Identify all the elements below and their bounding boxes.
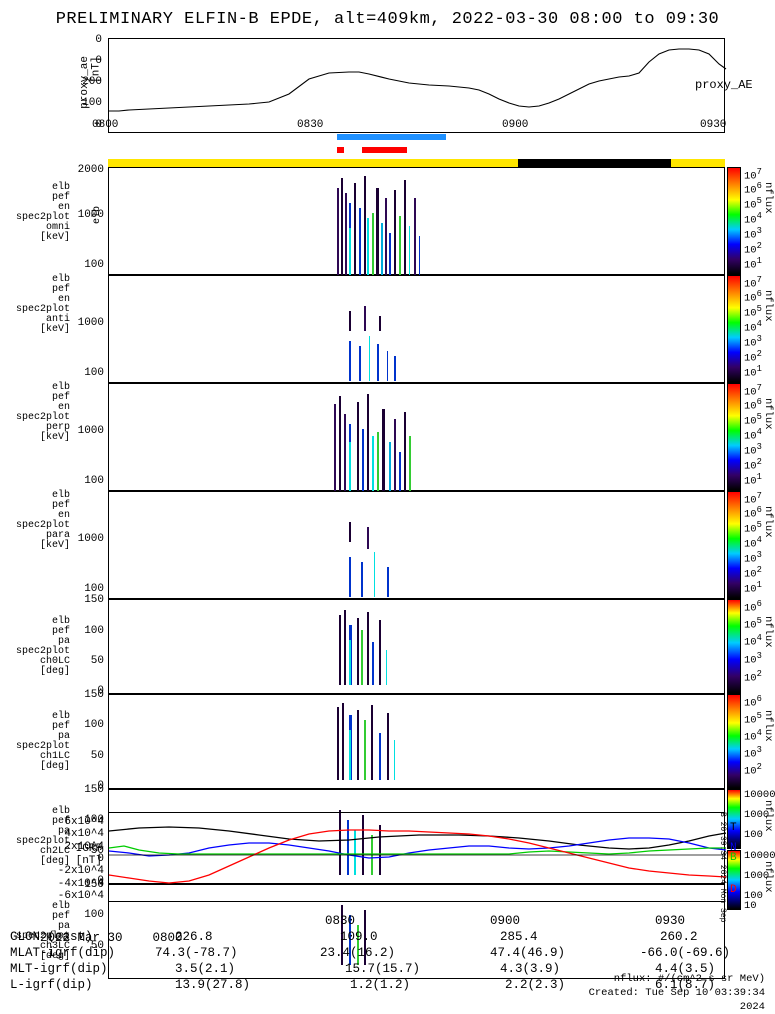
bottom-table-row2-label: MLT-igrf(dip)	[10, 961, 108, 978]
footer-nflux-units: nflux: #/(cm^2 s sr MeV)	[570, 973, 765, 987]
spec-panel-1-ytick-1000: 1000	[62, 317, 104, 329]
igrf-ytick-0: 0	[20, 853, 104, 865]
spec-panel-2-data-svg	[109, 384, 726, 492]
eclipse-bar-yellow-right	[671, 159, 725, 167]
bottom-table-row1-label: MLAT-igrf(dip)	[10, 945, 115, 962]
xtick-0930: 0930	[700, 119, 726, 131]
bottom-table-col1: 0830	[325, 913, 355, 930]
dashes-panel-5	[337, 703, 395, 780]
xtick-0830: 0830	[297, 119, 323, 131]
eclipse-bar-yellow-left	[108, 159, 518, 167]
bottom-table-row1-v0: 74.3(-78.7)	[155, 945, 238, 962]
bottom-table-row1-v3: -66.0(-69.6)	[640, 945, 730, 962]
bottom-table-row3-v1: 1.2(1.2)	[350, 977, 410, 994]
spec-panel-4	[108, 599, 725, 694]
spec-panel-0-ytick-2000: 2000	[62, 164, 104, 176]
proxy-ae-line	[109, 49, 726, 111]
spec-panel-5-ytick-100: 100	[62, 719, 104, 731]
spec-panel-6-ytick-150: 150	[62, 784, 104, 796]
spec-panel-0-ytick-1000: 1000	[62, 209, 104, 221]
elfin-epde-plot: PRELIMINARY ELFIN-B EPDE, alt=409km, 202…	[0, 0, 775, 1000]
igrf-ytick-2e4: 2x10^4	[20, 841, 104, 853]
igrf-ytick-6e4: 6x10^4	[20, 816, 104, 828]
dashes-panel-1	[349, 306, 396, 381]
dashes-panel-2	[334, 394, 411, 492]
colorbar-1	[727, 275, 741, 383]
spec-panel-5-ytick-50: 50	[62, 750, 104, 762]
chart-title: PRELIMINARY ELFIN-B EPDE, alt=409km, 202…	[0, 10, 775, 29]
colorbar-2	[727, 383, 741, 491]
spec-panel-3-data-svg	[109, 492, 726, 600]
time-marker-red-bar-2	[362, 147, 407, 153]
spec-panel-2-ytick-100: 100	[62, 475, 104, 487]
igrf-right-note: B 20:39:34 2024 Mon Sep	[718, 812, 727, 922]
eclipse-bar-black	[518, 159, 671, 167]
spec-panel-1-data-svg	[109, 276, 726, 384]
spec-panel-5-ytick-150: 150	[62, 689, 104, 701]
colorbar-5	[727, 694, 741, 789]
bottom-table-row2-v2: 4.3(3.9)	[500, 961, 560, 978]
igrf-ytick-neg4e4: -4x10^4	[20, 878, 104, 890]
time-marker-blue-bar	[337, 134, 446, 140]
bottom-table-row3-v2: 2.2(2.3)	[505, 977, 565, 994]
xtick-0800: 0800	[92, 119, 118, 131]
proxy-ae-right-label: proxy_AE	[695, 78, 753, 92]
igrf-ytick-neg2e4: -2x10^4	[20, 865, 104, 877]
spec-panel-5	[108, 694, 725, 789]
bottom-table-row2-v1: 15.7(15.7)	[345, 961, 420, 978]
colorbar-0	[727, 167, 741, 275]
spec-panel-4-data-svg	[109, 600, 726, 695]
spec-panel-0-ytick-100: 100	[62, 259, 104, 271]
proxy-ae-panel	[108, 38, 725, 133]
spec-panel-1-ytick-100: 100	[62, 367, 104, 379]
spec-panel-4-ytick-50: 50	[62, 655, 104, 667]
bottom-table-row0-v2: 285.4	[500, 929, 538, 946]
colorbar-3	[727, 491, 741, 599]
spec-panel-3-ytick-1000: 1000	[62, 533, 104, 545]
dashes-panel-0	[337, 176, 420, 276]
bottom-table-col2: 0900	[490, 913, 520, 930]
spec-panel-2-ytick-1000: 1000	[62, 425, 104, 437]
xtick-0900: 0900	[502, 119, 528, 131]
spec-panel-2	[108, 383, 725, 491]
dashes-panel-3	[349, 522, 389, 597]
igrf-label-D: D	[730, 884, 737, 896]
bottom-table-row1-v2: 47.4(46.9)	[490, 945, 565, 962]
bottom-table-row0-v0: 226.8	[175, 929, 213, 946]
igrf-ytick-neg6e4: -6x10^4	[20, 890, 104, 902]
bottom-table-row2-v0: 3.5(2.1)	[175, 961, 235, 978]
igrf-curve-svg	[109, 813, 726, 903]
bottom-table-row3-label: L-igrf(dip)	[10, 977, 93, 994]
bottom-table-row3-v0: 13.9(27.8)	[175, 977, 250, 994]
colorbar-6	[727, 789, 741, 849]
dashes-panel-4	[339, 610, 387, 685]
bottom-table-col3: 0930	[655, 913, 685, 930]
igrf-ytick-4e4: 4x10^4	[20, 828, 104, 840]
igrf-panel	[108, 812, 725, 902]
time-marker-red-bar-1	[337, 147, 344, 153]
bottom-table-row0-v1: 109.0	[340, 929, 378, 946]
spec-panel-0	[108, 167, 725, 275]
spec-panel-0-data-svg	[109, 168, 726, 276]
spec-panel-5-data-svg	[109, 695, 726, 790]
footer-created: Created: Tue Sep 10 03:39:34 2024	[570, 987, 765, 1014]
spec-panel-4-ytick-150: 150	[62, 594, 104, 606]
bottom-table-row0-v3: 260.2	[660, 929, 698, 946]
igrf-label-B: B	[730, 852, 737, 864]
igrf-label-T: T	[730, 822, 737, 834]
colorbar-4	[727, 599, 741, 694]
bottom-table-row0-label: GLON (east)	[10, 929, 93, 946]
bottom-table-row1-v1: 23.4(16.2)	[320, 945, 395, 962]
spec-panel-4-ytick-100: 100	[62, 625, 104, 637]
spec-panel-3	[108, 491, 725, 599]
proxy-ae-ylabel: proxy_ae [nT]	[8, 45, 103, 124]
proxy-ae-curve-svg	[109, 39, 726, 134]
spec-panel-1	[108, 275, 725, 383]
